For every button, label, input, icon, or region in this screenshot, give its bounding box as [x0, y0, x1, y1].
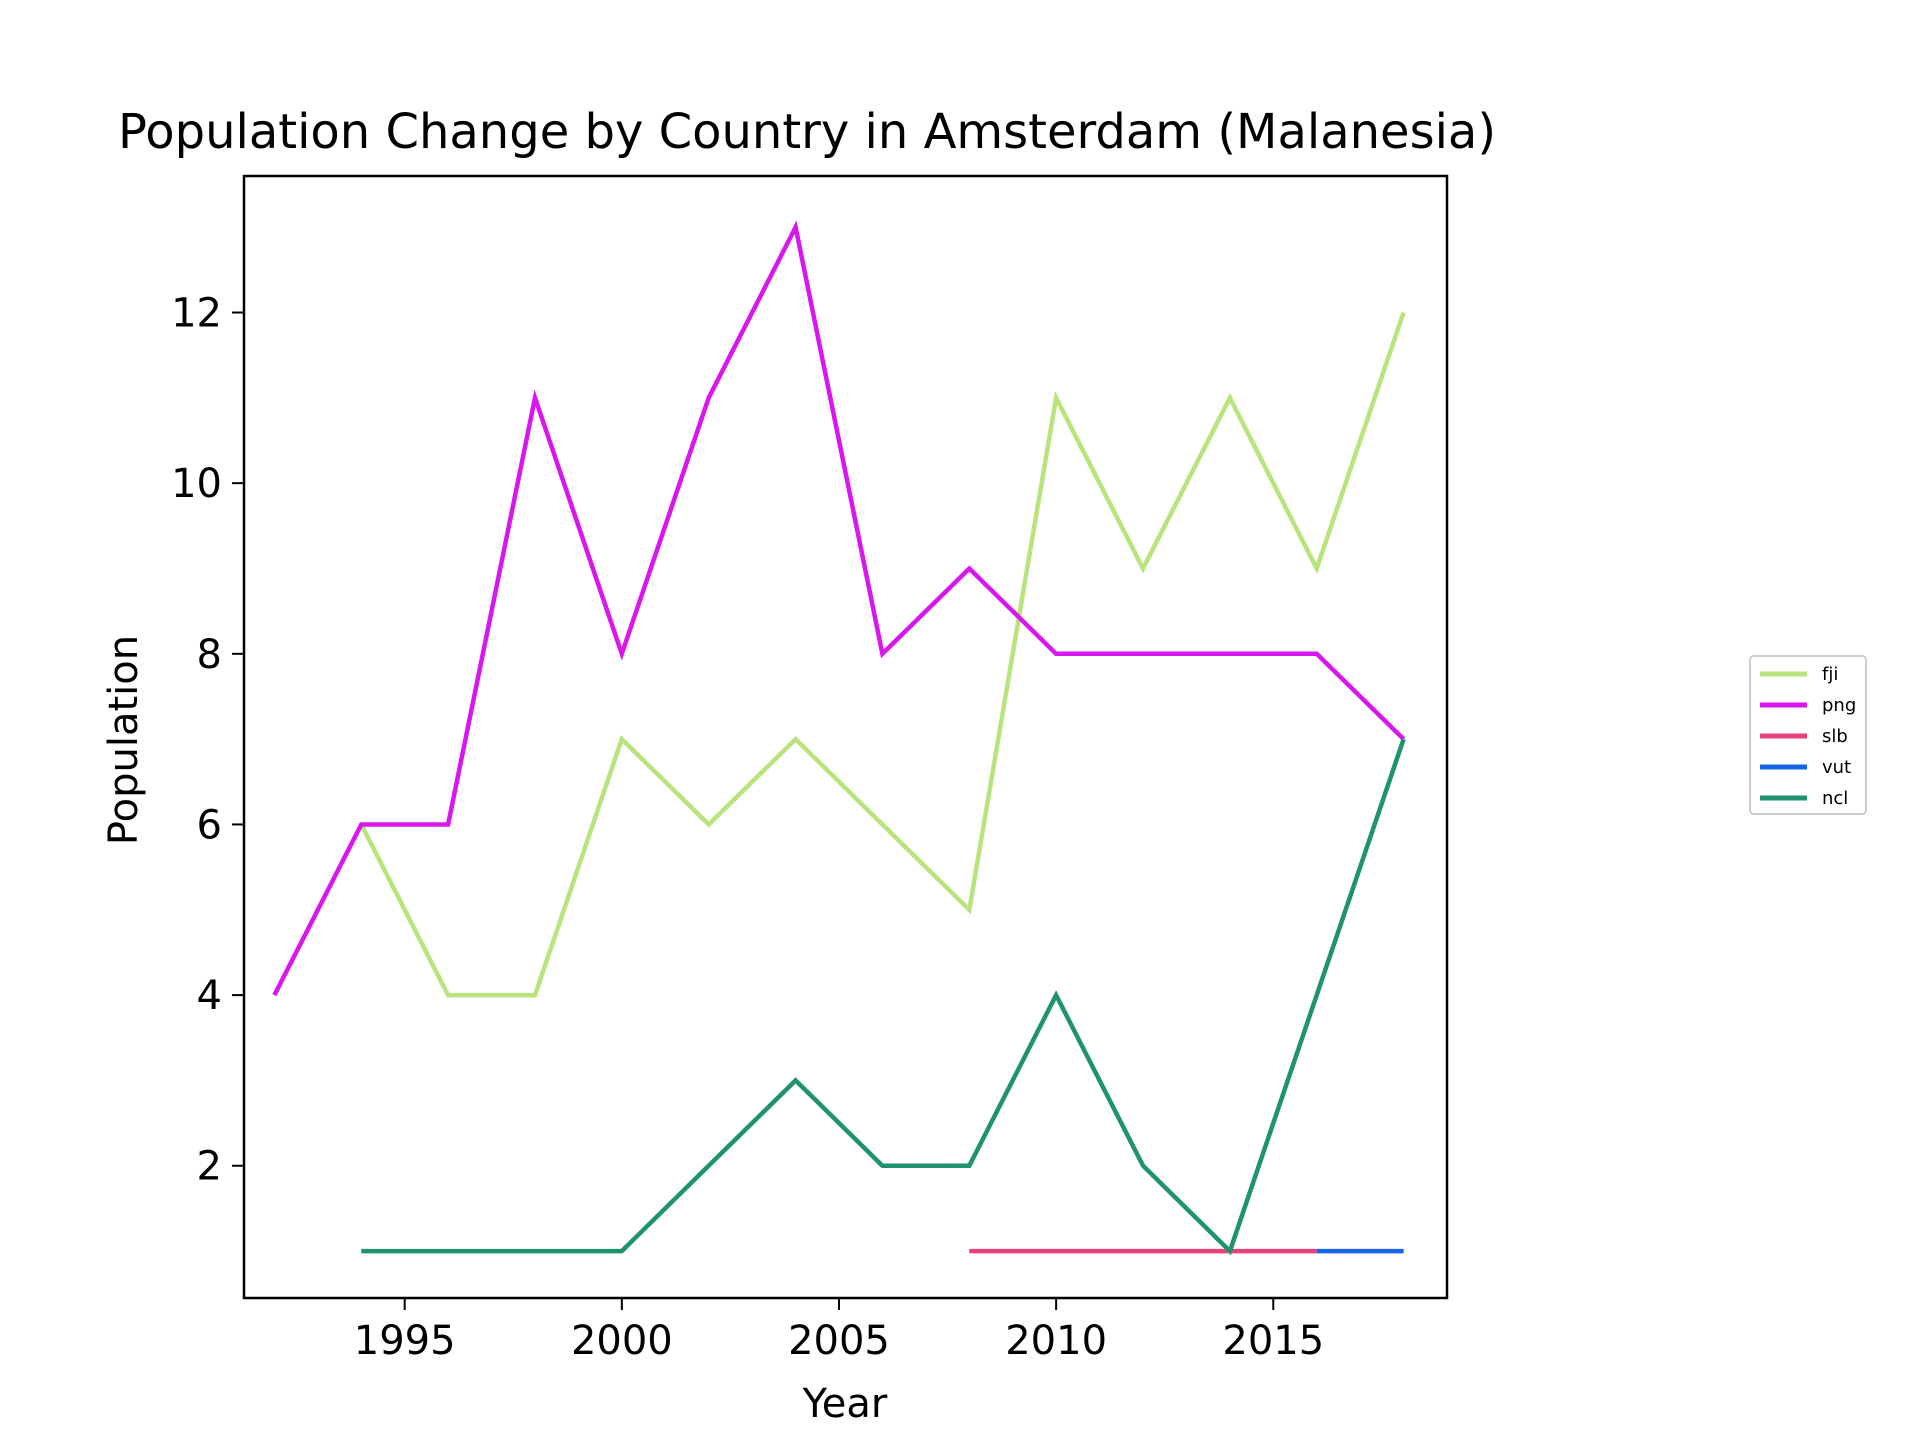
x-tick-label: 2010 [1005, 1318, 1107, 1364]
x-axis-label: Year [802, 1381, 888, 1427]
legend-label-vut: vut [1822, 757, 1851, 778]
y-tick-label: 4 [197, 973, 222, 1019]
y-axis: 2 4 6 8 10 12 [171, 291, 244, 1190]
legend-box [1749, 655, 1867, 815]
legend-label-fji: fji [1822, 664, 1838, 685]
y-axis-label: Population [101, 635, 147, 845]
x-tick-label: 2000 [571, 1318, 673, 1364]
series-layer [272, 220, 1406, 1256]
x-tick-label: 1995 [354, 1318, 456, 1364]
y-tick-label: 2 [197, 1144, 222, 1190]
series-ncl [361, 738, 1406, 1256]
y-tick-label: 12 [171, 291, 222, 337]
legend: fji png slb vut ncl [1749, 655, 1867, 815]
chart-title: Population Change by Country in Amsterda… [118, 104, 1496, 160]
legend-label-ncl: ncl [1822, 788, 1848, 809]
legend-label-slb: slb [1822, 726, 1848, 747]
y-tick-label: 10 [171, 461, 222, 507]
series-png [272, 220, 1406, 997]
legend-label-png: png [1822, 695, 1856, 716]
plot-area-frame [242, 174, 1449, 1300]
series-line-png [272, 220, 1406, 997]
x-axis: 1995 2000 2005 2010 2015 [354, 1298, 1324, 1364]
legend-items: fji png slb vut ncl [1760, 664, 1856, 809]
x-tick-label: 2005 [788, 1318, 890, 1364]
y-tick-label: 6 [197, 802, 222, 848]
y-tick-label: 8 [197, 632, 222, 678]
x-tick-label: 2015 [1222, 1318, 1324, 1364]
series-fji [359, 311, 1406, 998]
